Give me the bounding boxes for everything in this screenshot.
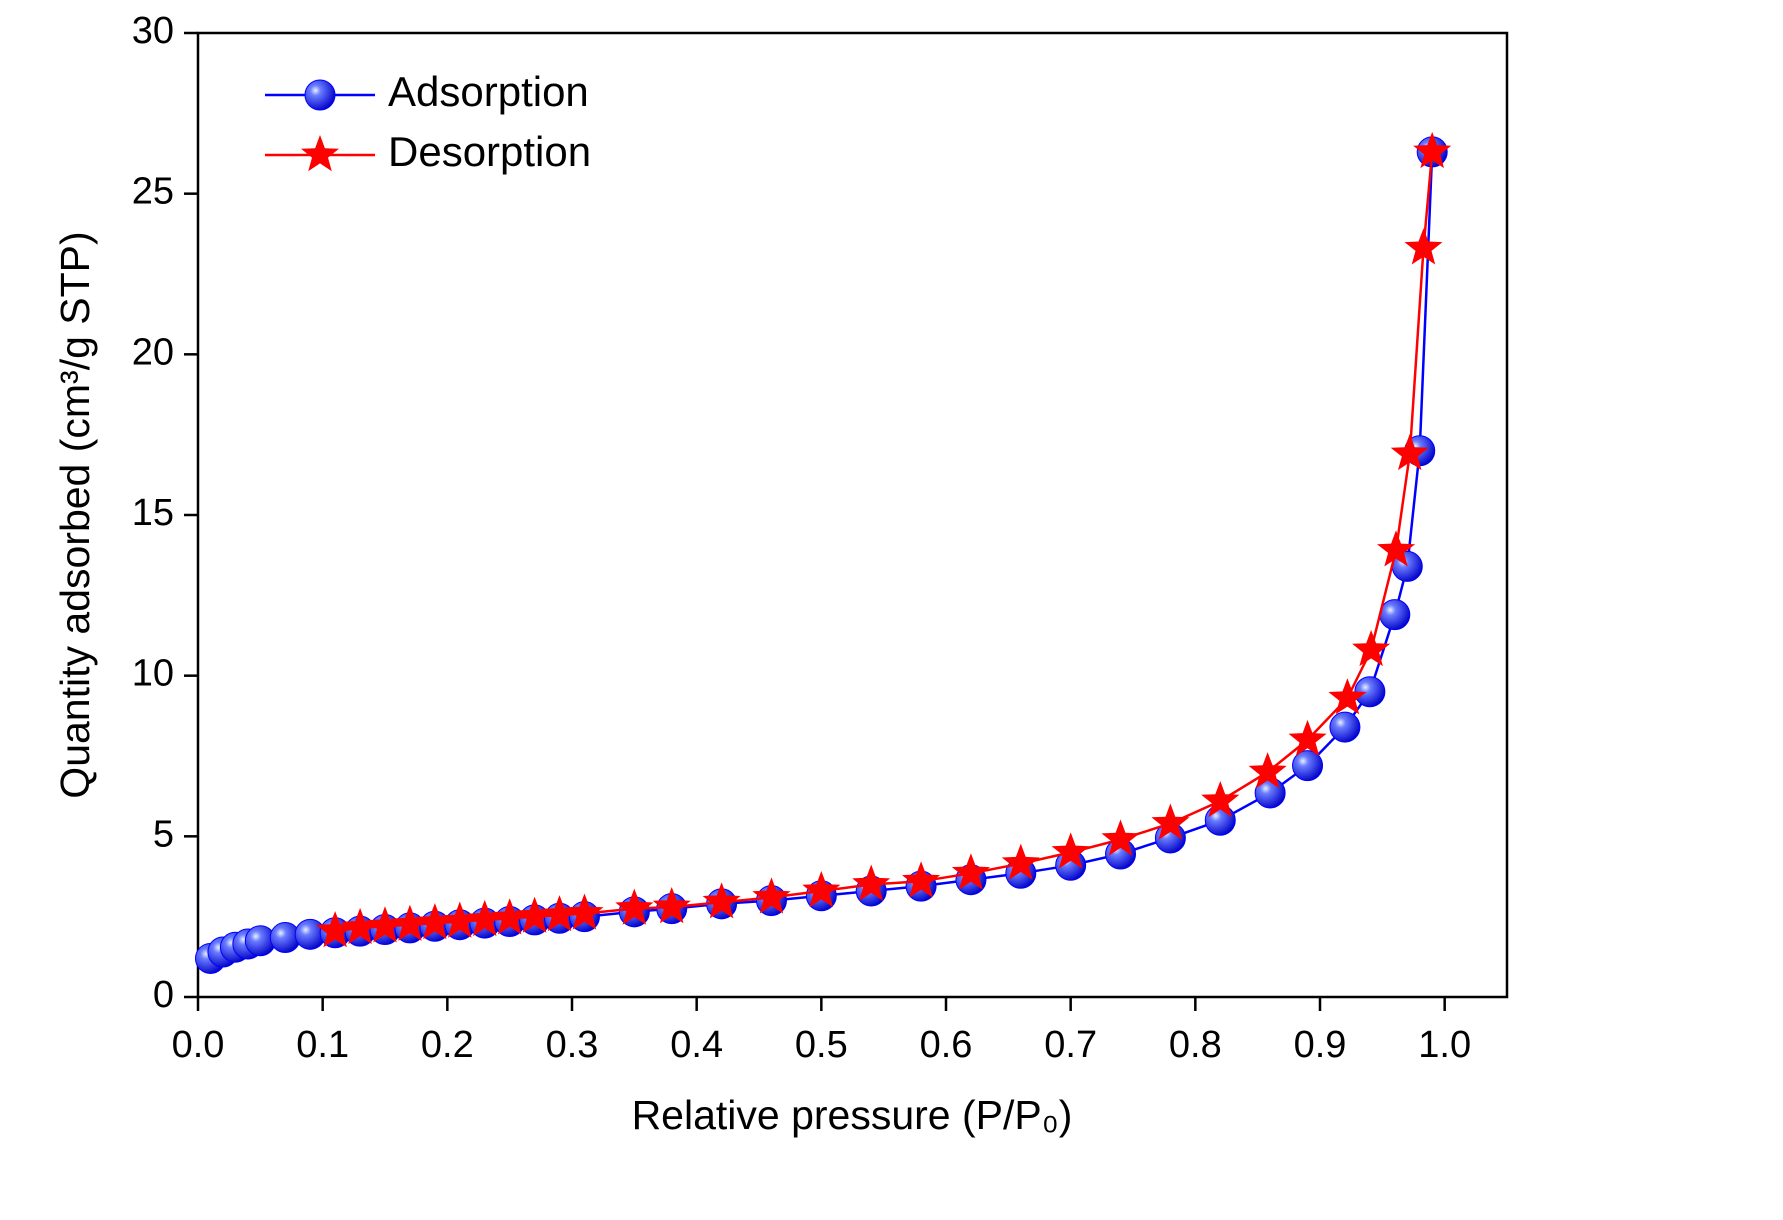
legend-marker	[304, 79, 336, 111]
x-axis-label: Relative pressure (P/P₀)	[632, 1092, 1073, 1138]
x-tick-label: 0.0	[172, 1024, 225, 1066]
marker-star	[1001, 843, 1040, 880]
marker-sphere	[1292, 750, 1324, 782]
y-axis-label: Quantity adsorbed (cm³/g STP)	[52, 231, 98, 798]
marker-star	[752, 877, 791, 914]
marker-star	[316, 911, 355, 948]
marker-star	[652, 887, 691, 924]
marker-star	[1377, 530, 1416, 567]
y-tick-label: 20	[132, 331, 174, 373]
x-tick-label: 0.7	[1044, 1024, 1097, 1066]
x-tick-label: 0.2	[421, 1024, 474, 1066]
marker-sphere	[1329, 711, 1361, 743]
marker-star	[1248, 752, 1287, 789]
marker-star	[1101, 819, 1140, 856]
marker-star	[390, 904, 429, 941]
marker-star	[615, 888, 654, 925]
x-tick-label: 0.6	[920, 1024, 973, 1066]
x-tick-label: 0.3	[546, 1024, 599, 1066]
legend-label: Adsorption	[388, 68, 589, 115]
marker-star	[1352, 630, 1391, 667]
marker-star	[1328, 678, 1367, 715]
marker-star	[515, 896, 554, 933]
marker-star	[1390, 433, 1429, 471]
marker-star	[341, 907, 380, 945]
marker-star	[415, 903, 454, 940]
x-tick-label: 0.9	[1294, 1024, 1347, 1066]
x-tick-label: 1.0	[1418, 1024, 1471, 1066]
y-tick-label: 25	[132, 171, 174, 213]
marker-star	[366, 906, 404, 943]
marker-star	[1413, 131, 1452, 169]
marker-star	[1201, 781, 1240, 818]
marker-star	[802, 871, 841, 908]
y-tick-label: 30	[132, 10, 174, 52]
marker-star	[1151, 803, 1190, 840]
y-tick-label: 10	[132, 653, 174, 695]
x-tick-label: 0.5	[795, 1024, 848, 1066]
marker-star	[540, 895, 579, 932]
legend-marker	[301, 135, 339, 172]
x-tick-label: 0.4	[670, 1024, 723, 1066]
marker-star	[902, 861, 941, 898]
marker-sphere	[1379, 599, 1411, 631]
marker-star	[852, 864, 891, 901]
marker-star	[565, 893, 604, 930]
marker-star	[702, 882, 741, 919]
marker-star	[951, 853, 990, 890]
legend-label: Desorption	[388, 128, 591, 175]
series-line	[209, 151, 1434, 960]
marker-star	[465, 899, 504, 937]
marker-star	[1404, 228, 1443, 265]
marker-star	[490, 898, 529, 935]
y-tick-label: 15	[132, 492, 174, 534]
x-tick-label: 0.1	[296, 1024, 349, 1066]
x-tick-label: 0.8	[1169, 1024, 1222, 1066]
y-tick-label: 5	[153, 813, 174, 855]
marker-star	[1051, 832, 1090, 869]
marker-star	[440, 901, 479, 938]
marker-sphere	[1204, 804, 1236, 836]
series-line	[334, 151, 1434, 933]
marker-star	[1288, 719, 1327, 757]
plot-frame	[196, 31, 1509, 999]
y-tick-label: 0	[153, 974, 174, 1016]
